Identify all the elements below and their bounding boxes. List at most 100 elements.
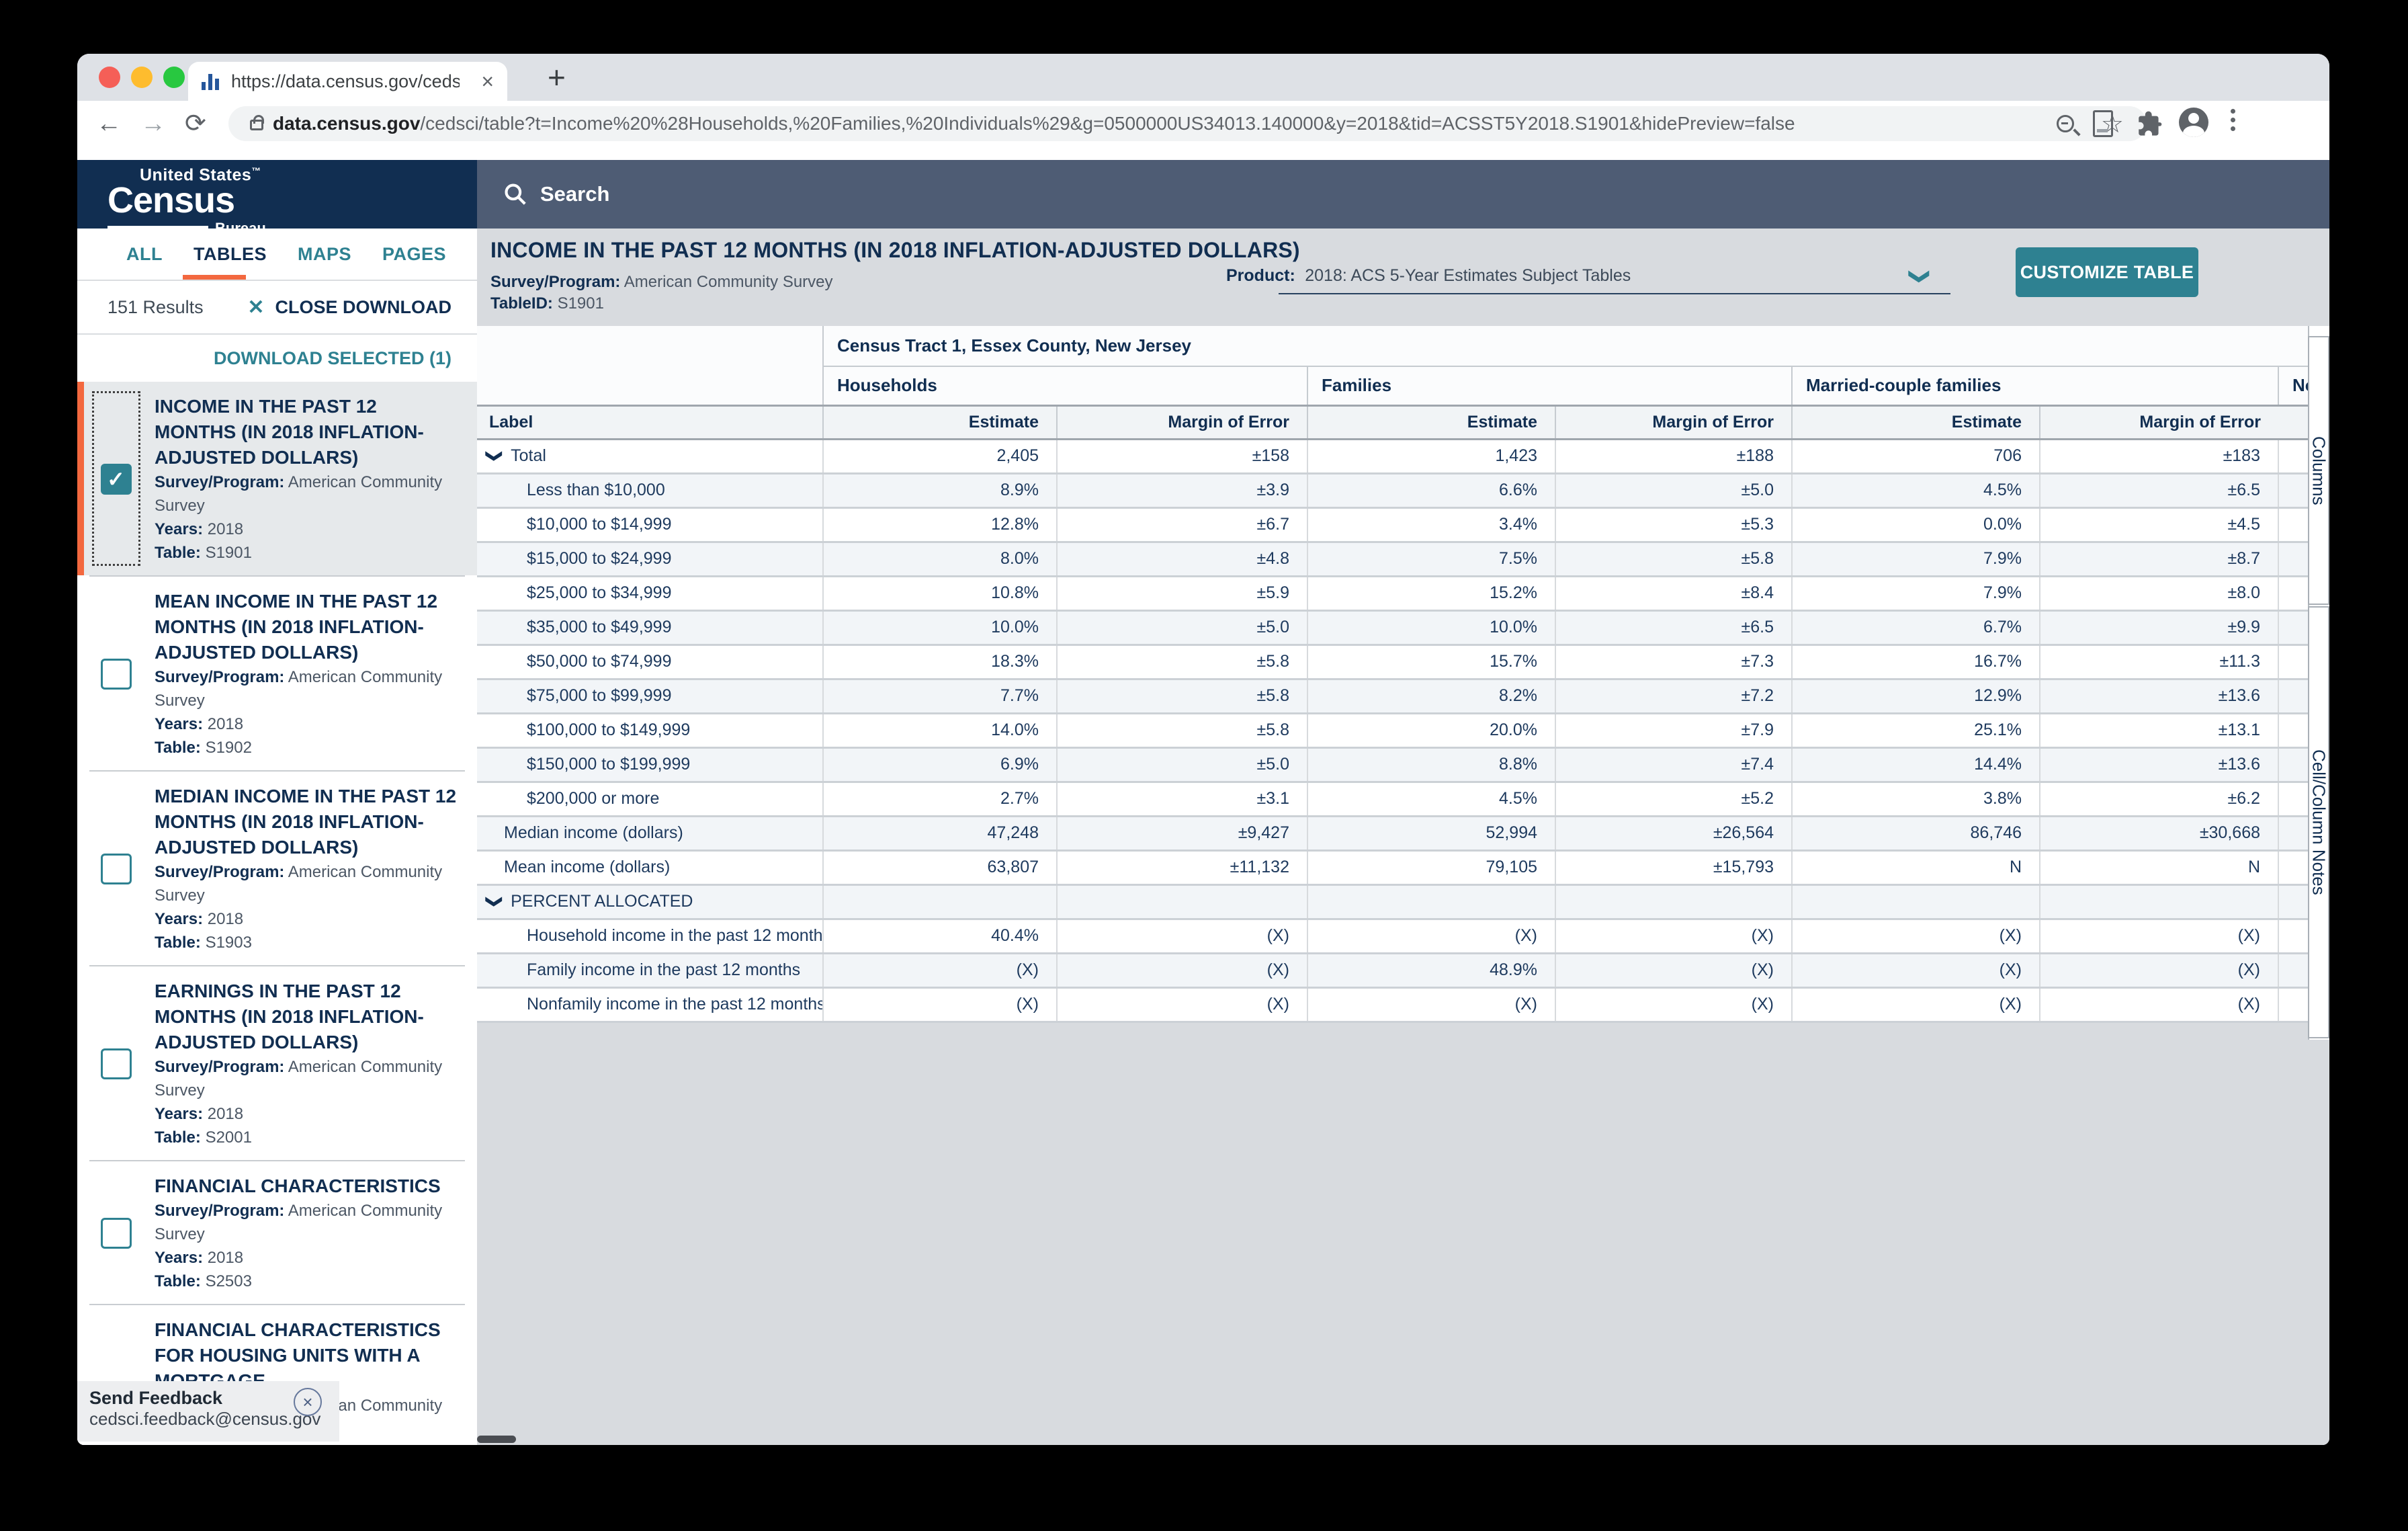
feedback-email[interactable]: cedsci.feedback@census.gov bbox=[89, 1409, 321, 1429]
cell-clipped bbox=[2277, 473, 2310, 509]
cell-value: ±7.2 bbox=[1555, 679, 1792, 714]
extensions-puzzle-icon[interactable] bbox=[2135, 109, 2164, 142]
divider bbox=[89, 575, 465, 577]
reload-icon[interactable]: ⟳ bbox=[185, 110, 206, 138]
cell-value: 14.0% bbox=[822, 713, 1057, 749]
new-tab-button[interactable]: + bbox=[548, 60, 566, 95]
product-underline bbox=[1279, 293, 1950, 294]
result-table-id: Table: S1902 bbox=[155, 739, 252, 757]
search-bar[interactable]: Search bbox=[477, 160, 2329, 229]
result-table-id: Table: S1901 bbox=[155, 544, 252, 562]
census-logo[interactable]: United States™ Census Bureau bbox=[108, 165, 266, 237]
result-title[interactable]: MEDIAN INCOME IN THE PAST 12 MONTHS (IN … bbox=[155, 786, 457, 858]
cell-value: 8.0% bbox=[822, 542, 1057, 577]
cell-column-notes-panel-tab[interactable]: Cell/Column Notes bbox=[2308, 606, 2329, 1038]
row-label: $200,000 or more bbox=[477, 782, 823, 817]
result-checkbox[interactable] bbox=[100, 854, 132, 884]
table-row: $10,000 to $14,999 12.8% ±6.7 3.4% ±5.3 0.0%… bbox=[477, 507, 2310, 543]
table-result-item[interactable]: ✓ INCOME IN THE PAST 12 MONTHS (IN 2018 … bbox=[77, 382, 477, 575]
browser-tab[interactable]: https://data.census.gov/cedsci × bbox=[188, 62, 507, 101]
logo-line1: United States™ bbox=[140, 165, 261, 185]
cell-value: 3.4% bbox=[1307, 507, 1555, 543]
cell-value: ±7.4 bbox=[1555, 747, 1792, 783]
url-text: data.census.gov/cedsci/table?t=Income%20… bbox=[273, 113, 2057, 134]
cell-value: ±8.4 bbox=[1555, 576, 1792, 612]
table-result-item[interactable]: MEDIAN INCOME IN THE PAST 12 MONTHS (IN … bbox=[77, 772, 477, 965]
cell-value: ±9.9 bbox=[2039, 610, 2278, 646]
feedback-close-icon[interactable]: × bbox=[294, 1388, 322, 1416]
data-table: Census Tract 1, Essex County, New Jersey… bbox=[477, 326, 2310, 1023]
tab-close-icon[interactable]: × bbox=[481, 69, 494, 93]
table-result-item[interactable]: MEAN INCOME IN THE PAST 12 MONTHS (IN 20… bbox=[77, 577, 477, 770]
cell-clipped bbox=[2277, 816, 2310, 852]
tab-maps[interactable]: MAPS bbox=[297, 243, 351, 264]
tab-all[interactable]: ALL bbox=[126, 243, 163, 264]
tab-pages[interactable]: PAGES bbox=[382, 243, 447, 264]
product-select[interactable]: Product: 2018: ACS 5-Year Estimates Subj… bbox=[1226, 266, 1952, 294]
zoom-window-button[interactable] bbox=[163, 67, 185, 88]
row-expand-chevron-icon[interactable]: ❯ bbox=[485, 895, 504, 909]
cell-value: ±6.5 bbox=[1555, 610, 1792, 646]
cell-value: (X) bbox=[2039, 953, 2278, 989]
row-label: $25,000 to $34,999 bbox=[477, 576, 823, 612]
moe-header: Margin of Error bbox=[1056, 404, 1307, 440]
cell-value: ±5.8 bbox=[1555, 542, 1792, 577]
result-title[interactable]: FINANCIAL CHARACTERISTICS bbox=[155, 1175, 441, 1196]
sidebar-tabs: ALL TABLES MAPS PAGES bbox=[77, 229, 477, 281]
table-result-item[interactable]: EARNINGS IN THE PAST 12 MONTHS (IN 2018 … bbox=[77, 966, 477, 1160]
result-survey: Survey/Program: American Community Surve… bbox=[155, 1202, 443, 1243]
label-header: Label bbox=[477, 404, 823, 440]
group-families: Families bbox=[1307, 366, 1792, 405]
cell-value: (X) bbox=[2039, 919, 2278, 954]
cell-value: ±158 bbox=[1056, 439, 1307, 474]
close-window-button[interactable] bbox=[99, 67, 120, 88]
result-title[interactable]: INCOME IN THE PAST 12 MONTHS (IN 2018 IN… bbox=[155, 396, 424, 468]
result-title[interactable]: MEAN INCOME IN THE PAST 12 MONTHS (IN 20… bbox=[155, 591, 438, 663]
result-checkbox[interactable]: ✓ bbox=[100, 464, 132, 495]
cell-value: 8.2% bbox=[1307, 679, 1555, 714]
cell-value bbox=[1307, 884, 1555, 920]
cell-value: 10.8% bbox=[822, 576, 1057, 612]
columns-panel-tab[interactable]: Columns bbox=[2308, 336, 2329, 605]
search-label: Search bbox=[540, 182, 610, 206]
column-header-row: Label Estimate Margin of Error Estimate … bbox=[477, 404, 2310, 440]
result-survey: Survey/Program: American Community Surve… bbox=[155, 1058, 443, 1100]
browser-menu-icon[interactable] bbox=[2231, 109, 2235, 131]
result-checkbox[interactable] bbox=[100, 1218, 132, 1249]
result-checkbox[interactable] bbox=[100, 659, 132, 690]
cell-value: ±11,132 bbox=[1056, 850, 1307, 886]
tableid-line: TableID: S1901 bbox=[490, 294, 604, 313]
minimize-window-button[interactable] bbox=[131, 67, 153, 88]
result-title[interactable]: EARNINGS IN THE PAST 12 MONTHS (IN 2018 … bbox=[155, 981, 424, 1052]
horizontal-scrollbar-thumb[interactable] bbox=[477, 1436, 516, 1443]
address-bar[interactable]: data.census.gov/cedsci/table?t=Income%20… bbox=[228, 106, 2147, 141]
zoom-out-icon[interactable] bbox=[2056, 115, 2074, 132]
table-row: Less than $10,000 8.9% ±3.9 6.6% ±5.0 4.5% ±6… bbox=[477, 473, 2310, 509]
result-checkbox[interactable] bbox=[100, 1048, 132, 1079]
cell-value: 1,423 bbox=[1307, 439, 1555, 474]
close-download-button[interactable]: ✕ CLOSE DOWNLOAD bbox=[247, 296, 452, 319]
tab-tables[interactable]: TABLES bbox=[193, 243, 267, 264]
row-expand-chevron-icon[interactable]: ❯ bbox=[485, 449, 504, 463]
customize-table-button[interactable]: CUSTOMIZE TABLE bbox=[2016, 247, 2198, 297]
estimate-header: Estimate bbox=[1791, 404, 2040, 440]
cell-clipped bbox=[2277, 610, 2310, 646]
cell-value: ±5.9 bbox=[1056, 576, 1307, 612]
back-icon[interactable]: ← bbox=[96, 110, 122, 138]
cell-value: 7.9% bbox=[1791, 576, 2040, 612]
forward-icon[interactable]: → bbox=[140, 110, 166, 138]
cell-value: ±13.1 bbox=[2039, 713, 2278, 749]
group-households: Households bbox=[822, 366, 1307, 405]
geography-header: Census Tract 1, Essex County, New Jersey bbox=[823, 326, 2310, 367]
table-row: Household income in the past 12 months 4… bbox=[477, 919, 2310, 954]
extension-page-icon[interactable] bbox=[2093, 110, 2113, 137]
cell-value: ±5.8 bbox=[1056, 645, 1307, 680]
cell-value: 8.8% bbox=[1307, 747, 1555, 783]
profile-avatar-icon[interactable] bbox=[2179, 108, 2208, 137]
page-title: INCOME IN THE PAST 12 MONTHS (IN 2018 IN… bbox=[490, 238, 1300, 262]
download-selected-button[interactable]: DOWNLOAD SELECTED (1) bbox=[214, 347, 452, 368]
table-result-item[interactable]: FINANCIAL CHARACTERISTICS Survey/Program… bbox=[77, 1161, 477, 1304]
result-years: Years: 2018 bbox=[155, 715, 244, 733]
cell-value: 3.8% bbox=[1791, 782, 2040, 817]
cell-value: 7.7% bbox=[822, 679, 1057, 714]
